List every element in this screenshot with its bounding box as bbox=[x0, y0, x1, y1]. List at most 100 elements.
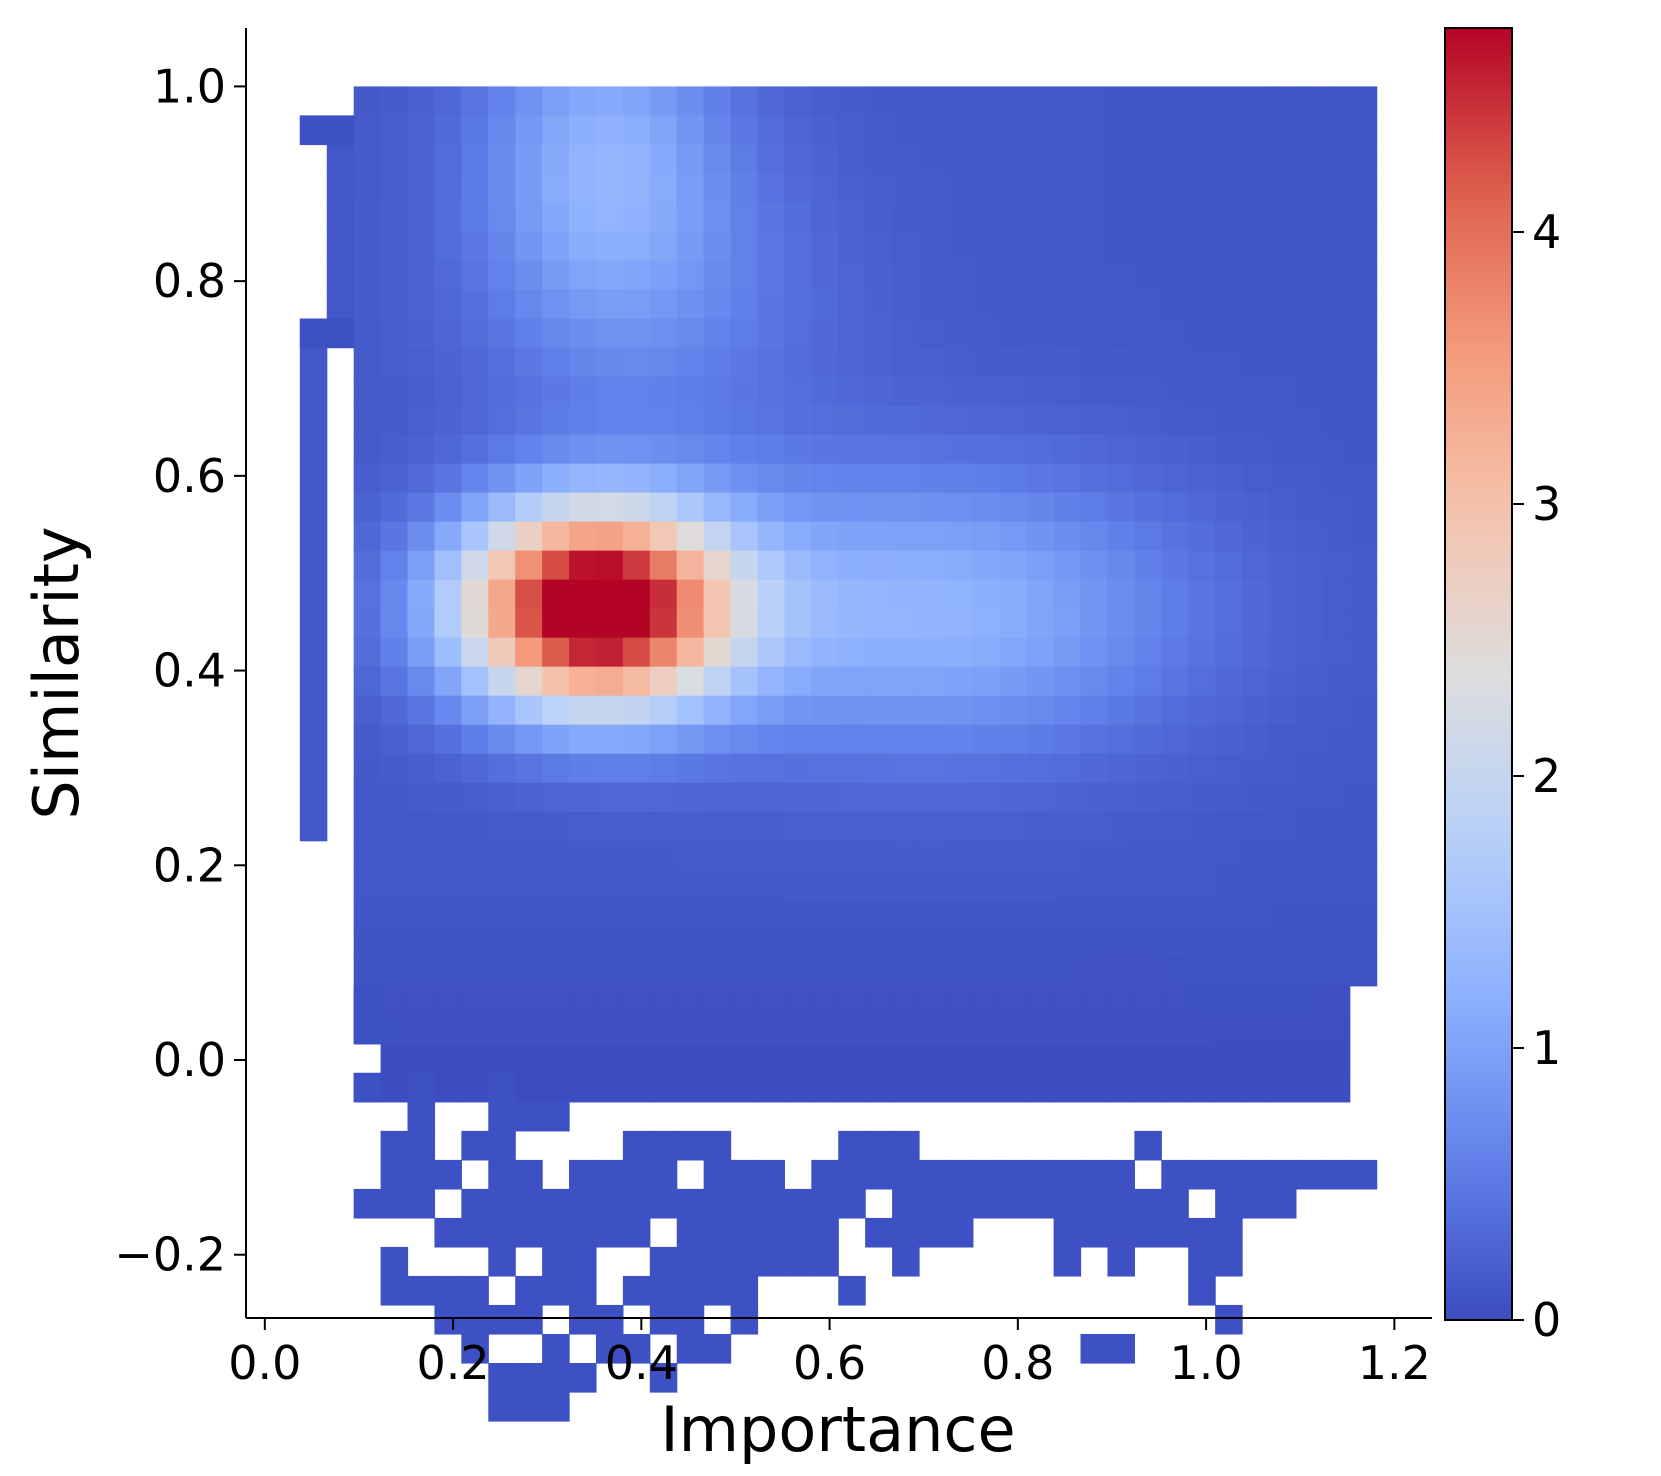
heatmap-cell bbox=[1053, 289, 1082, 320]
y-tick-label: 0.4 bbox=[153, 644, 226, 698]
heatmap-cell bbox=[1080, 695, 1109, 726]
heatmap-cell bbox=[811, 985, 839, 1016]
heatmap-cell bbox=[1053, 318, 1082, 349]
heatmap-cell bbox=[676, 1333, 705, 1364]
heatmap-cell bbox=[1080, 782, 1109, 813]
heatmap-cell bbox=[865, 463, 893, 494]
heatmap-cell bbox=[299, 608, 328, 639]
heatmap-cell bbox=[542, 985, 570, 1016]
heatmap-cell bbox=[434, 898, 462, 929]
heatmap-cell bbox=[865, 695, 893, 726]
heatmap-cell bbox=[515, 1275, 543, 1306]
heatmap-cell bbox=[461, 608, 489, 639]
heatmap-cell bbox=[811, 579, 839, 610]
heatmap-cell bbox=[622, 1130, 651, 1161]
heatmap-cell bbox=[380, 579, 409, 610]
heatmap-cell bbox=[1295, 115, 1324, 146]
heatmap-cell bbox=[892, 753, 920, 784]
heatmap-cell bbox=[622, 985, 651, 1016]
heatmap-cell bbox=[1134, 724, 1162, 755]
heatmap-cell bbox=[622, 1043, 651, 1074]
heatmap-cell bbox=[892, 376, 920, 407]
heatmap-cell bbox=[380, 695, 409, 726]
heatmap-cell bbox=[676, 985, 705, 1016]
heatmap-cell bbox=[407, 86, 436, 117]
heatmap-cell bbox=[649, 492, 678, 523]
heatmap-cell bbox=[1026, 405, 1055, 436]
heatmap-cell bbox=[999, 347, 1028, 378]
heatmap-cell bbox=[1215, 985, 1243, 1016]
heatmap-cell bbox=[892, 347, 920, 378]
heatmap-cell bbox=[515, 695, 543, 726]
heatmap-cell bbox=[407, 1275, 436, 1306]
heatmap-cell bbox=[757, 289, 786, 320]
heatmap-cell bbox=[865, 608, 893, 639]
heatmap-cell bbox=[1026, 1188, 1055, 1219]
heatmap-cell bbox=[380, 86, 409, 117]
heatmap-cell bbox=[1188, 521, 1216, 552]
heatmap-cell bbox=[703, 811, 732, 842]
heatmap-cell bbox=[892, 1130, 920, 1161]
heatmap-cell bbox=[488, 1043, 516, 1074]
heatmap-cell bbox=[1161, 637, 1189, 668]
heatmap-cell bbox=[1161, 579, 1189, 610]
heatmap-cell bbox=[1026, 927, 1055, 958]
heatmap-cell bbox=[730, 1246, 759, 1277]
heatmap-cell bbox=[542, 434, 570, 465]
heatmap-cell bbox=[1161, 144, 1189, 175]
heatmap-cell bbox=[1349, 376, 1378, 407]
heatmap-cell bbox=[569, 202, 597, 233]
heatmap-cell bbox=[380, 1130, 409, 1161]
heatmap-cell bbox=[892, 898, 920, 929]
heatmap-cell bbox=[972, 695, 1001, 726]
heatmap-cell bbox=[757, 1188, 786, 1219]
heatmap-cell bbox=[1268, 86, 1297, 117]
heatmap-cell bbox=[972, 492, 1001, 523]
heatmap-cell bbox=[1080, 550, 1109, 581]
heatmap-cell bbox=[1161, 115, 1189, 146]
heatmap-cell bbox=[1215, 898, 1243, 929]
heatmap-cell bbox=[730, 347, 759, 378]
heatmap-cells bbox=[299, 86, 1378, 1422]
heatmap-cell bbox=[945, 405, 974, 436]
heatmap-cell bbox=[1080, 521, 1109, 552]
heatmap-cell bbox=[1026, 521, 1055, 552]
heatmap-cell bbox=[1107, 782, 1135, 813]
heatmap-cell bbox=[515, 492, 543, 523]
heatmap-cell bbox=[1026, 695, 1055, 726]
heatmap-cell bbox=[1053, 956, 1082, 987]
heatmap-cell bbox=[1215, 289, 1243, 320]
heatmap-cell bbox=[1322, 289, 1351, 320]
heatmap-cell bbox=[649, 840, 678, 871]
heatmap-cell bbox=[1053, 811, 1082, 842]
heatmap-cell bbox=[569, 1275, 597, 1306]
heatmap-cell bbox=[1322, 840, 1351, 871]
heatmap-cell bbox=[1322, 521, 1351, 552]
heatmap-cell bbox=[1107, 840, 1135, 871]
heatmap-cell bbox=[353, 376, 382, 407]
heatmap-cell bbox=[865, 782, 893, 813]
heatmap-cell bbox=[1080, 289, 1109, 320]
heatmap-cell bbox=[972, 840, 1001, 871]
heatmap-cell bbox=[919, 86, 947, 117]
heatmap-cell bbox=[622, 1217, 651, 1248]
heatmap-cell bbox=[542, 347, 570, 378]
heatmap-cell bbox=[353, 434, 382, 465]
heatmap-cell bbox=[811, 1217, 839, 1248]
heatmap-cell bbox=[380, 753, 409, 784]
heatmap-cell bbox=[1322, 898, 1351, 929]
heatmap-cell bbox=[1053, 898, 1082, 929]
y-tick-label: 0.8 bbox=[153, 254, 226, 308]
x-tick-label: 1.2 bbox=[1358, 1336, 1431, 1390]
heatmap-cell bbox=[811, 521, 839, 552]
heatmap-cell bbox=[892, 927, 920, 958]
heatmap-cell bbox=[1188, 405, 1216, 436]
heatmap-cell bbox=[407, 289, 436, 320]
heatmap-cell bbox=[1161, 782, 1189, 813]
heatmap-cell bbox=[1161, 898, 1189, 929]
heatmap-cell bbox=[1161, 840, 1189, 871]
heatmap-cell bbox=[407, 985, 436, 1016]
heatmap-cell bbox=[1268, 289, 1297, 320]
heatmap-cell bbox=[999, 840, 1028, 871]
